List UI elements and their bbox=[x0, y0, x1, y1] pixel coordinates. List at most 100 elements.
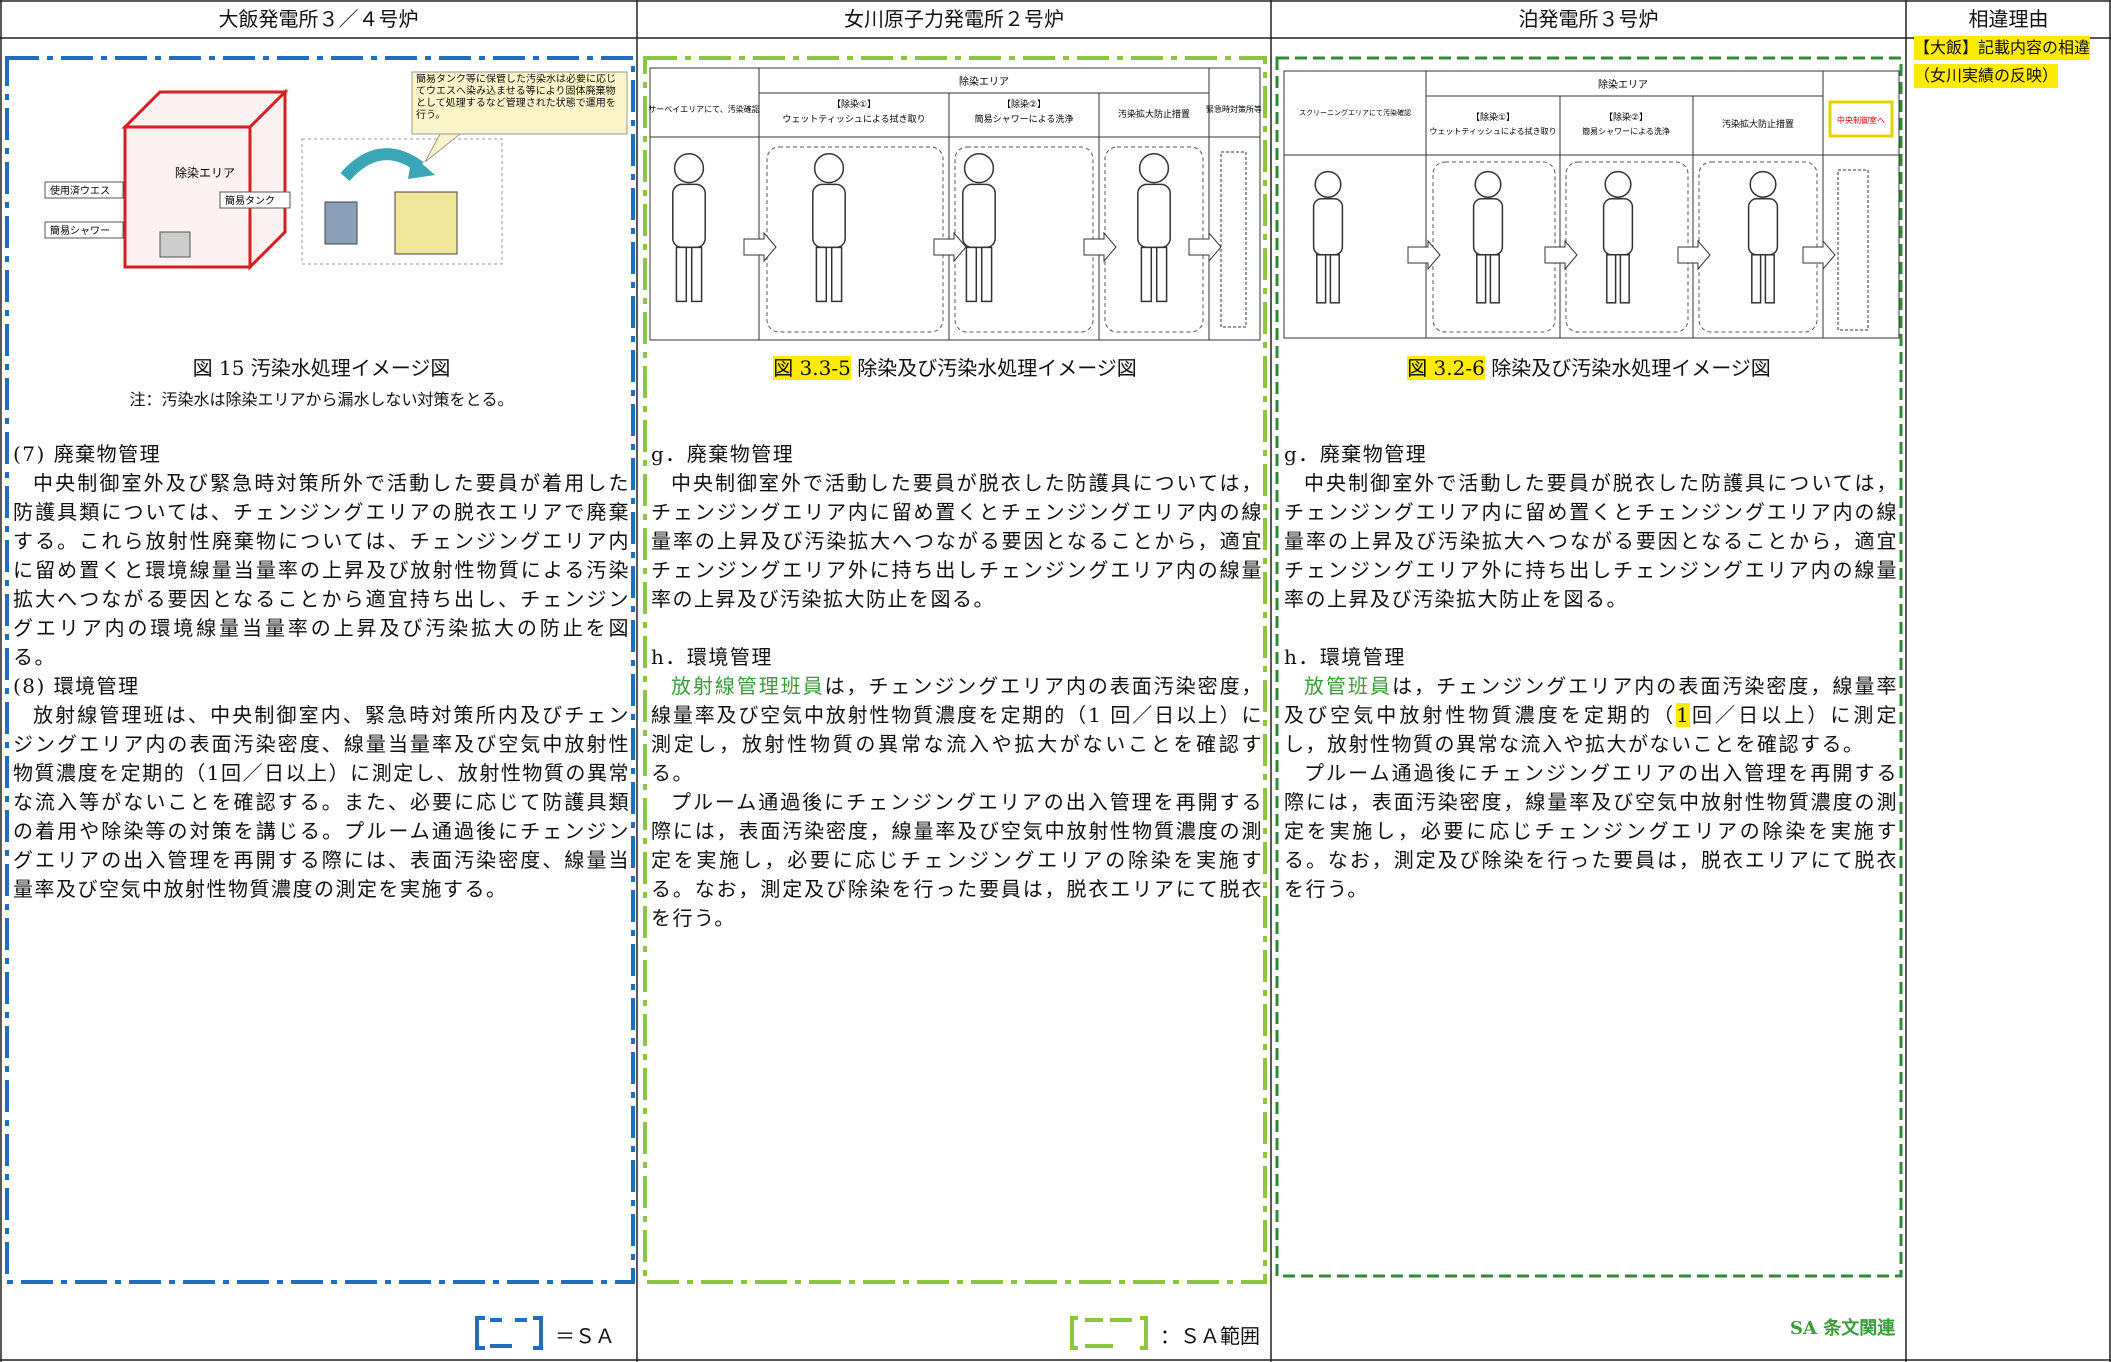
figure-label: 簡易シャワー bbox=[50, 224, 110, 237]
person bbox=[1602, 170, 1634, 304]
head bbox=[1314, 170, 1342, 198]
person bbox=[812, 153, 846, 303]
sa-frame bbox=[5, 56, 635, 1284]
flow-arrow bbox=[1188, 231, 1222, 263]
head bbox=[1138, 153, 1170, 184]
highlight-box bbox=[1828, 100, 1894, 138]
figure-label: スクリーニングエリアにて汚染確認 bbox=[1299, 108, 1411, 117]
leg bbox=[815, 246, 828, 303]
barrier bbox=[1837, 169, 1869, 331]
section-heading: g．廃棄物管理 bbox=[651, 442, 795, 466]
person bbox=[1472, 170, 1504, 304]
figure-frame bbox=[1283, 70, 1900, 339]
body bbox=[1312, 198, 1344, 256]
figure-label: 除染エリア bbox=[175, 165, 235, 180]
figure-note: 注：汚染水は除染エリアから漏水しない対策をとる。 bbox=[129, 390, 514, 409]
section-heading: h．環境管理 bbox=[1284, 645, 1406, 669]
person bbox=[1137, 153, 1171, 303]
figure-label: 使用済ウエス bbox=[50, 184, 110, 197]
callout-text: 簡易タンク等に保管した汚染水は必要に応じてウエスへ染み込ませる等により固体廃棄物… bbox=[416, 74, 616, 121]
leg bbox=[1140, 246, 1153, 303]
head bbox=[963, 153, 995, 184]
paragraph: 放管班員は，チェンジングエリア内の表面汚染密度，線量率及び空気中放射性物質濃度を… bbox=[1284, 672, 1898, 759]
label-box bbox=[219, 191, 291, 209]
figure-label: 汚染拡大防止措置 bbox=[1118, 108, 1190, 120]
column-header: 大飯発電所３／４号炉 bbox=[218, 7, 419, 31]
figure: 除染エリア サーベイエリアにて、汚染確認 【除染①】 ウェットティッシュによる拭… bbox=[649, 67, 1261, 341]
figure-label: 簡易シャワーによる洗浄 bbox=[975, 113, 1074, 125]
zone bbox=[1104, 146, 1204, 333]
sa-frame bbox=[1275, 56, 1903, 1278]
label-box bbox=[44, 221, 124, 239]
leg bbox=[1316, 254, 1327, 304]
person bbox=[672, 153, 706, 303]
leg bbox=[1155, 246, 1168, 303]
section: g．廃棄物管理 中央制御室外で活動した要員が脱衣した防護具については，チェンジン… bbox=[1284, 440, 1898, 614]
column-header: 相違理由 bbox=[1968, 7, 2049, 31]
reason: （女川実績の反映） bbox=[1914, 64, 2059, 88]
highlight-text: 1 bbox=[1676, 703, 1691, 727]
leg bbox=[1489, 254, 1500, 304]
legend: ：ＳＡ範囲 bbox=[1160, 1324, 1260, 1348]
body bbox=[812, 183, 846, 249]
text: 回／日以上）に測定し，放射性物質の異常な流入や拡大がないことを確認する。 bbox=[1284, 703, 1899, 756]
leg bbox=[1476, 254, 1487, 304]
paragraph: 中央制御室外で活動した要員が脱衣した防護具については，チェンジングエリア内に留め… bbox=[1284, 471, 1898, 611]
leg bbox=[690, 246, 703, 303]
callout bbox=[411, 71, 628, 135]
section: h．環境管理 放管班員は，チェンジングエリア内の表面汚染密度，線量率及び空気中放… bbox=[1284, 643, 1898, 904]
body bbox=[962, 183, 996, 249]
legend-icon bbox=[1070, 1316, 1148, 1350]
head bbox=[673, 153, 705, 184]
figure-label: 【除染②】 bbox=[1604, 111, 1648, 123]
callout-tail bbox=[424, 133, 462, 163]
flow-arrow bbox=[1544, 239, 1578, 271]
figure-label: 【除染②】 bbox=[1002, 98, 1046, 110]
person bbox=[1312, 170, 1344, 304]
figure-caption: 図 3.3-5 除染及び汚染水処理イメージ図 bbox=[645, 352, 1265, 381]
section-heading: g．廃棄物管理 bbox=[1284, 442, 1428, 466]
leg bbox=[675, 246, 688, 303]
highlight-text: 放管班員 bbox=[1304, 674, 1393, 698]
section: h．環境管理 放射線管理班員は，チェンジングエリア内の表面汚染密度，線量率及び空… bbox=[651, 643, 1263, 933]
section-heading: h．環境管理 bbox=[651, 645, 773, 669]
flow-arrow bbox=[1677, 239, 1711, 271]
leg bbox=[1329, 254, 1340, 304]
legend-icon bbox=[475, 1316, 543, 1350]
paragraph: 放射線管理班員は，チェンジングエリア内の表面汚染密度，線量率及び空気中放射性物質… bbox=[651, 672, 1263, 788]
figure-label: 除染エリア bbox=[1598, 78, 1648, 91]
paragraph: プルーム通過後にチェンジングエリアの出入管理を再開する際には，表面汚染密度，線量… bbox=[651, 790, 1263, 930]
column-header: 女川原子力発電所２号炉 bbox=[844, 7, 1064, 31]
figure-label: ウェットティッシュによる拭き取り bbox=[782, 113, 925, 125]
reason: 【大飯】記載内容の相違 bbox=[1914, 36, 2091, 60]
body bbox=[672, 183, 706, 249]
highlight-text: 放射線管理班員 bbox=[671, 674, 825, 698]
leg bbox=[980, 246, 993, 303]
paragraph: 放射線管理班は、中央制御室内、緊急時対策所内及びチェンジングエリア内の表面汚染密… bbox=[13, 703, 630, 901]
caption-text: 除染及び汚染水処理イメージ図 bbox=[857, 356, 1137, 380]
head bbox=[813, 153, 845, 184]
figure: スクリーニングエリアにて汚染確認 除染エリア 【除染①】 ウェットティッシュによ… bbox=[1283, 70, 1900, 339]
figure-label: 簡易タンク bbox=[225, 194, 275, 207]
figure-label: 中央制御室へ bbox=[1837, 115, 1885, 125]
figure-caption: 図 3.2-6 除染及び汚染水処理イメージ図 bbox=[1277, 352, 1901, 381]
head bbox=[1474, 170, 1502, 198]
head bbox=[1749, 170, 1777, 198]
body bbox=[1747, 198, 1779, 256]
head bbox=[1604, 170, 1632, 198]
caption-number: 図 3.2-6 bbox=[1407, 356, 1485, 380]
section-heading: (8) 環境管理 bbox=[13, 674, 140, 698]
waste-bin bbox=[394, 191, 458, 255]
flow-arrow bbox=[1407, 239, 1441, 271]
leg bbox=[965, 246, 978, 303]
arrow bbox=[340, 148, 424, 182]
figure-label: 【除染①】 bbox=[1471, 111, 1515, 123]
figure-caption: 図 15 汚染水処理イメージ図 bbox=[192, 356, 451, 380]
label-box bbox=[44, 181, 124, 199]
flow-arrow bbox=[933, 231, 967, 263]
figure: 除染エリア 簡易タンク 使用済ウエス 簡易シャワー 簡易タンク等に保管した汚染水… bbox=[44, 71, 628, 271]
caption-text: 除染及び汚染水処理イメージ図 bbox=[1491, 356, 1771, 380]
leg bbox=[1606, 254, 1617, 304]
paragraph: 中央制御室外で活動した要員が脱衣した防護具については，チェンジングエリア内に留め… bbox=[651, 471, 1263, 611]
